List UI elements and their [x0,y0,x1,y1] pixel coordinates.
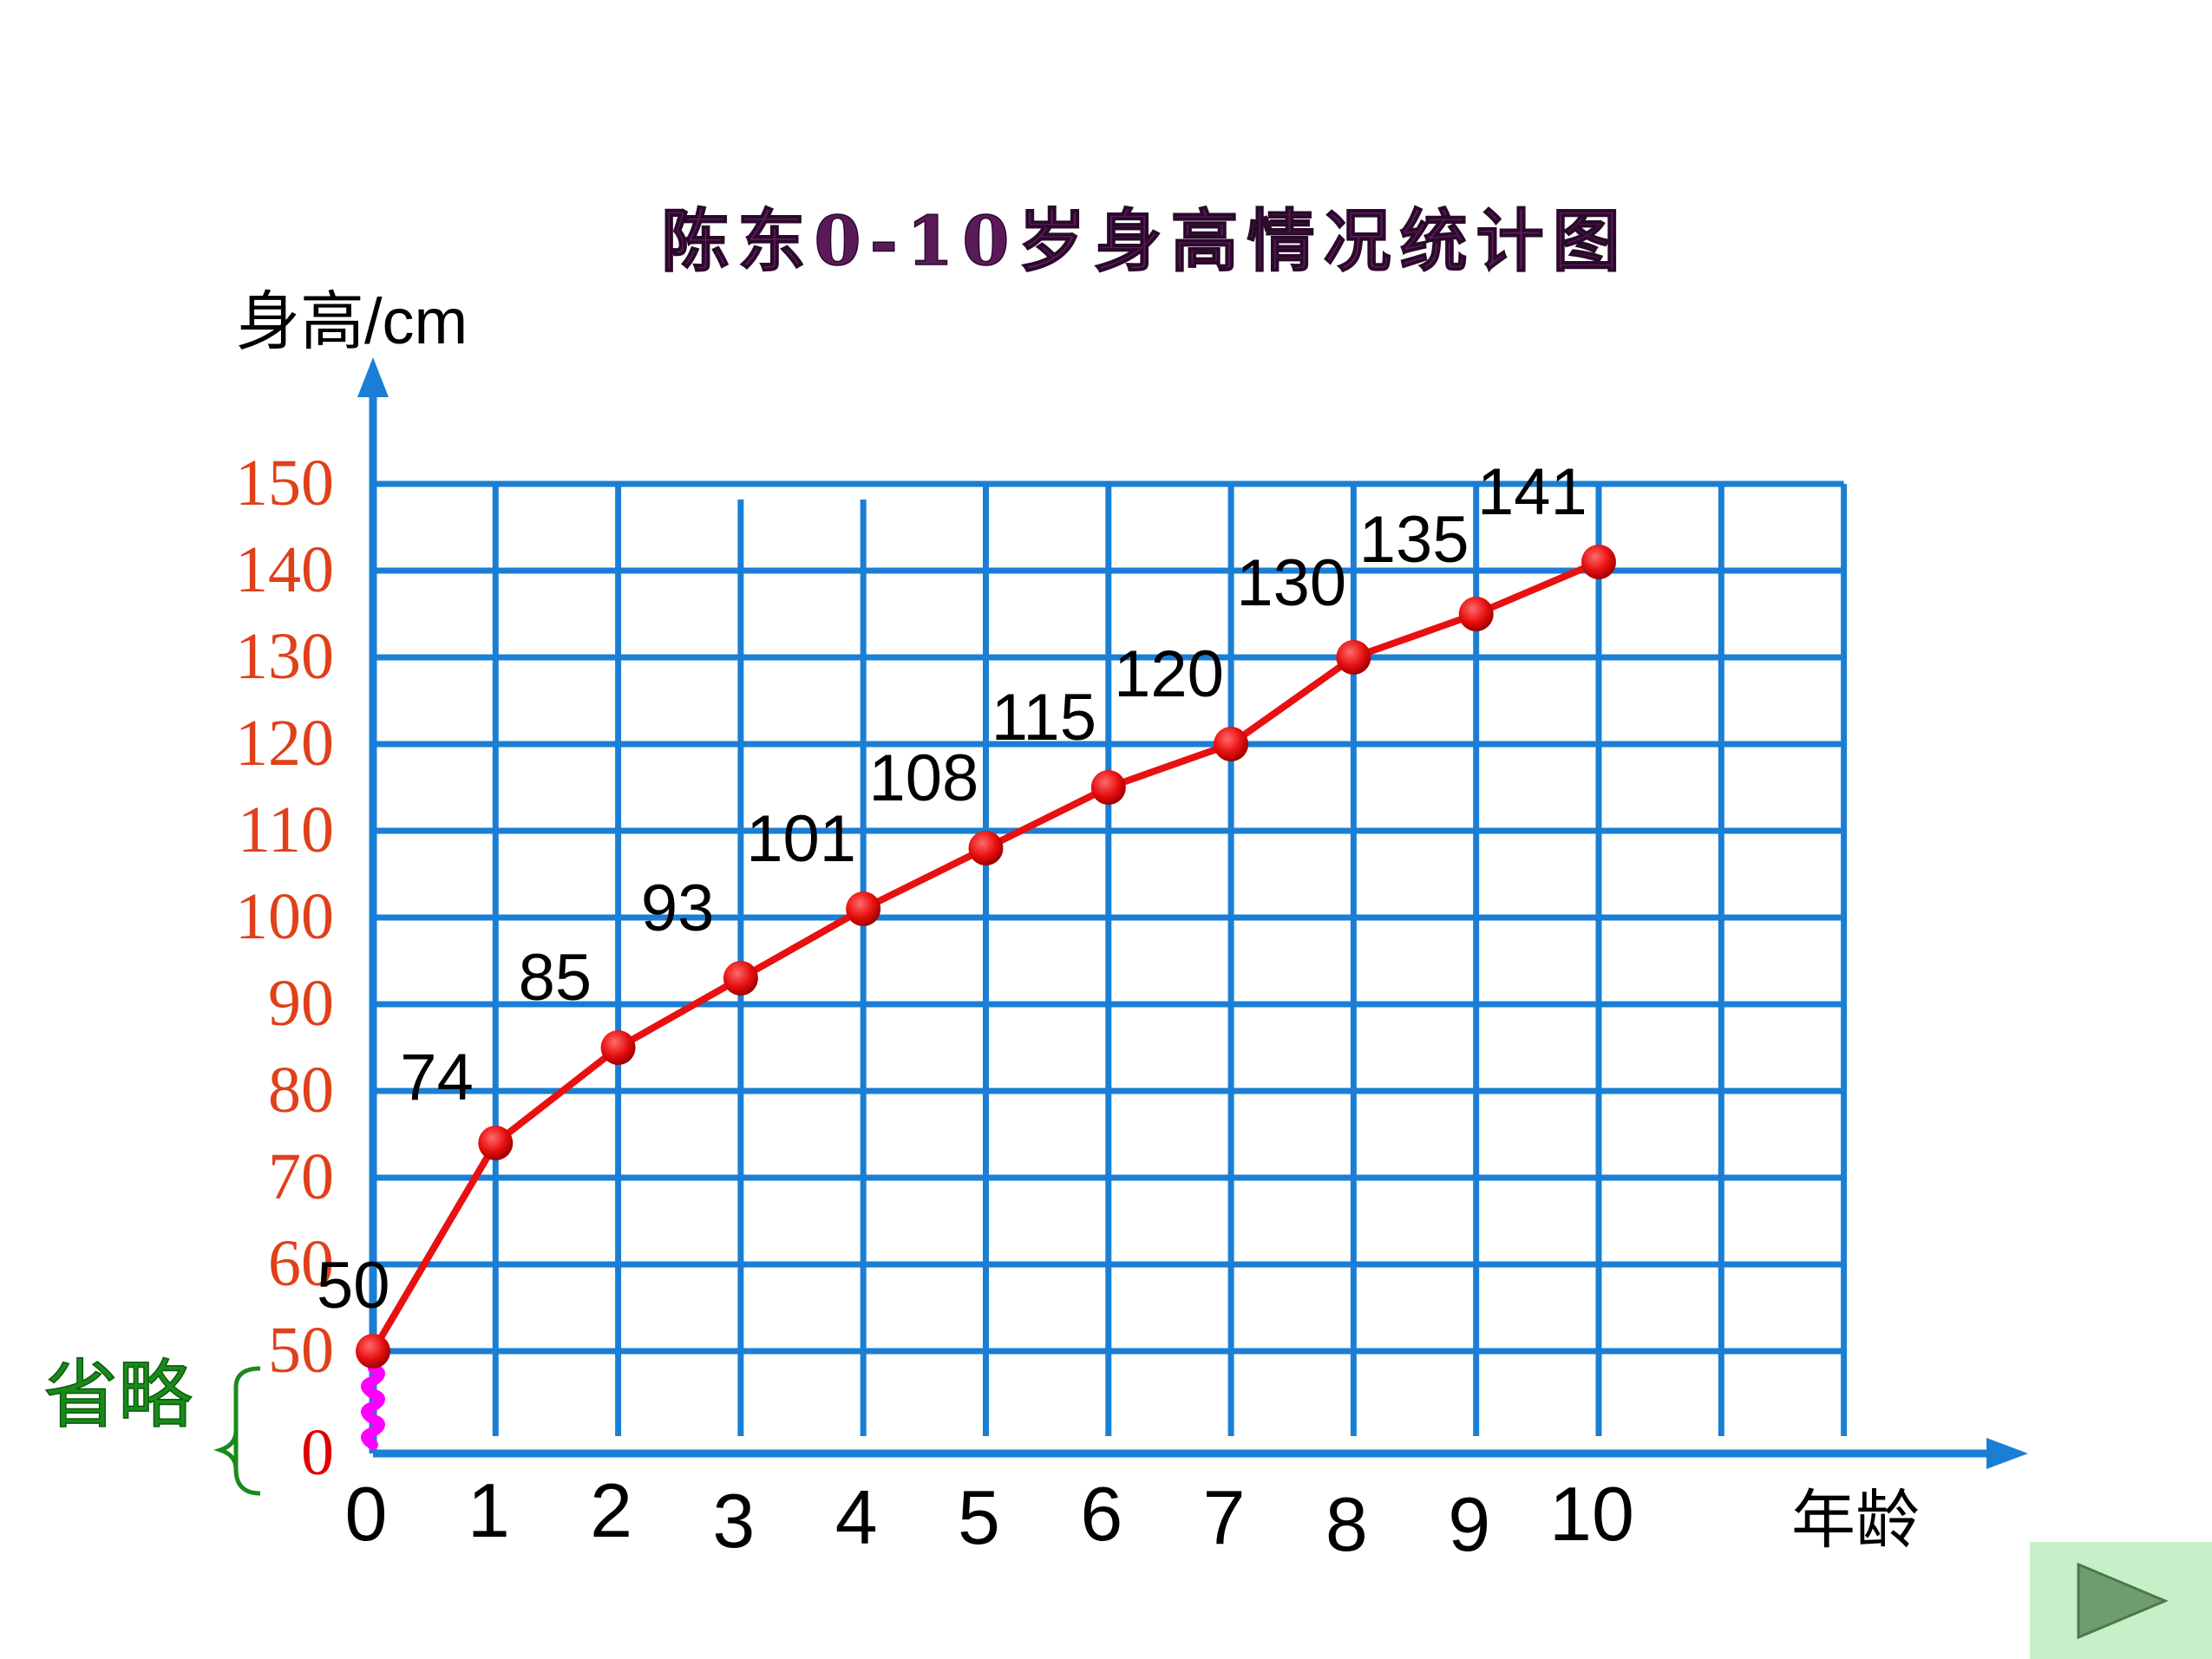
x-tick-label-3: 3 [712,1478,755,1564]
axis-break-mark [361,1363,385,1450]
axes [357,357,2028,1469]
zigzag-break [361,1363,385,1450]
data-point-10 [1581,545,1616,579]
data-point-4 [846,892,881,926]
x-tick-label-2: 2 [590,1467,632,1553]
y-axis-label: 身高/cm [236,285,468,357]
data-label-8: 130 [1236,546,1346,620]
y-tick-label-140: 140 [235,533,334,606]
y-tick-label-90: 90 [268,967,334,1040]
grid [373,480,1848,1436]
y-tick-label-70: 70 [268,1140,334,1213]
data-label-2: 85 [519,941,592,1015]
y-tick-label-130: 130 [235,620,334,693]
x-tick-label-1: 1 [468,1467,510,1553]
omission-brace [213,1366,261,1496]
x-tick-label-9: 9 [1448,1481,1490,1567]
x-tick-label-7: 7 [1203,1474,1246,1560]
data-label-0: 50 [317,1249,390,1323]
data-point-7 [1214,727,1249,761]
data-label-1: 74 [400,1041,474,1114]
data-label-6: 115 [991,681,1096,754]
x-tick-label-10: 10 [1549,1471,1634,1557]
x-axis-label: 年龄 [1791,1484,1920,1556]
x-axis-arrow [1986,1438,2028,1469]
x-tick-labels: 0 1 2 3 4 5 6 7 8 9 10 [345,1467,1634,1567]
y-tick-label-100: 100 [235,880,334,953]
data-label-4: 101 [746,802,856,876]
series-height [356,545,1616,1368]
data-label-3: 93 [641,872,715,945]
omission-label: 省略 [43,1354,193,1437]
data-point-8 [1336,640,1371,675]
data-point-1 [478,1126,514,1160]
x-tick-label-5: 5 [958,1474,1000,1560]
data-label-7: 120 [1114,637,1224,711]
data-point-9 [1458,597,1494,631]
x-tick-label-4: 4 [835,1474,878,1560]
data-label-10: 141 [1477,455,1587,529]
y-tick-label-110: 110 [238,794,334,866]
data-label-9: 135 [1359,503,1469,577]
data-point-2 [600,1030,636,1065]
x-tick-label-0: 0 [345,1471,388,1557]
x-tick-label-6: 6 [1080,1471,1122,1557]
y-tick-labels: 0 50 60 70 80 90 100 110 120 130 140 150 [235,447,334,1489]
y-tick-label-80: 80 [268,1054,334,1127]
play-triangle-icon [2077,1562,2169,1640]
y-tick-label-150: 150 [235,447,334,519]
y-tick-label-0: 0 [301,1416,334,1489]
y-tick-label-60: 60 [268,1227,334,1300]
data-point-6 [1090,770,1126,805]
y-axis-arrow [357,357,389,397]
y-tick-label-120: 120 [235,707,334,780]
x-tick-label-8: 8 [1325,1481,1368,1567]
next-slide-button[interactable] [2030,1542,2212,1659]
data-label-5: 108 [869,741,979,815]
chart-title: 陈东0-10岁身高情况统计图 [661,202,1628,281]
data-point-5 [968,831,1004,865]
data-point-3 [723,961,758,996]
data-point-0 [356,1334,390,1368]
y-tick-label-50: 50 [268,1314,334,1387]
